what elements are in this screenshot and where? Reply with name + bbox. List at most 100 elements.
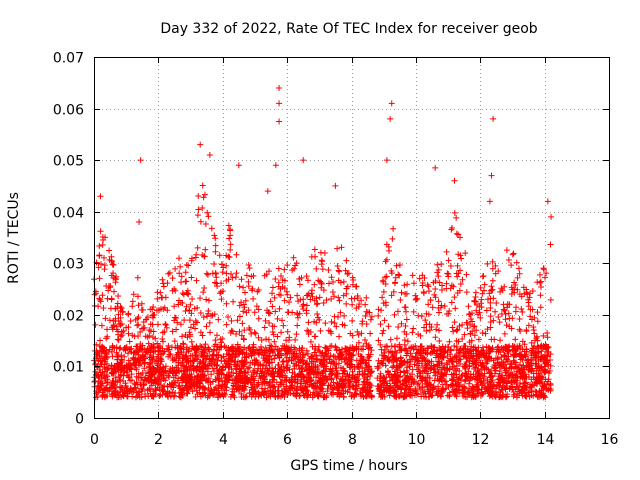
data-point bbox=[449, 376, 456, 383]
data-point bbox=[510, 374, 517, 381]
data-point bbox=[522, 373, 529, 380]
data-point bbox=[92, 394, 99, 401]
data-point bbox=[215, 393, 222, 400]
data-point bbox=[185, 262, 192, 269]
data-point bbox=[323, 365, 330, 372]
data-point bbox=[275, 265, 282, 272]
data-point bbox=[310, 389, 317, 396]
data-point bbox=[99, 292, 106, 299]
data-point bbox=[395, 323, 402, 330]
data-point bbox=[103, 283, 110, 290]
data-point bbox=[376, 388, 383, 395]
data-point bbox=[492, 308, 499, 315]
data-point bbox=[503, 322, 510, 329]
data-point bbox=[96, 295, 103, 302]
data-point bbox=[295, 358, 302, 365]
data-point bbox=[114, 363, 121, 370]
data-point bbox=[483, 343, 490, 350]
data-point bbox=[266, 346, 273, 353]
data-point bbox=[296, 276, 303, 283]
data-point bbox=[160, 349, 167, 356]
data-point bbox=[502, 377, 509, 384]
data-point bbox=[542, 274, 549, 281]
data-point bbox=[504, 344, 511, 351]
data-point bbox=[280, 357, 287, 364]
data-point bbox=[425, 301, 432, 308]
data-point bbox=[95, 264, 102, 271]
data-point bbox=[229, 328, 236, 335]
data-point bbox=[518, 365, 525, 372]
data-point bbox=[166, 269, 173, 276]
data-point bbox=[336, 297, 343, 304]
data-point bbox=[483, 365, 490, 372]
data-point bbox=[542, 385, 549, 392]
data-point bbox=[489, 277, 496, 284]
data-point bbox=[132, 316, 139, 323]
data-point bbox=[519, 309, 526, 316]
data-point bbox=[453, 337, 460, 344]
data-point bbox=[202, 361, 209, 368]
data-point bbox=[117, 344, 124, 351]
data-point bbox=[340, 393, 347, 400]
data-point bbox=[231, 388, 238, 395]
data-point bbox=[284, 262, 291, 269]
data-point bbox=[97, 193, 104, 200]
data-point bbox=[481, 281, 488, 288]
data-point bbox=[435, 327, 442, 334]
data-point bbox=[443, 248, 450, 255]
data-point bbox=[240, 346, 247, 353]
data-point bbox=[190, 367, 197, 374]
data-point bbox=[174, 345, 181, 352]
data-point bbox=[224, 374, 231, 381]
data-point bbox=[100, 305, 107, 312]
data-point bbox=[394, 383, 401, 390]
data-point bbox=[149, 357, 156, 364]
data-point bbox=[515, 392, 522, 399]
y-tick-label: 0 bbox=[75, 412, 84, 428]
data-point bbox=[393, 394, 400, 401]
data-point bbox=[430, 279, 437, 286]
data-point bbox=[433, 388, 440, 395]
data-point bbox=[310, 358, 317, 365]
data-point bbox=[279, 317, 286, 324]
data-point bbox=[349, 368, 356, 375]
data-point bbox=[227, 270, 234, 277]
data-point bbox=[389, 376, 396, 383]
data-point bbox=[248, 273, 255, 280]
data-point bbox=[111, 288, 118, 295]
data-point bbox=[488, 287, 495, 294]
data-point bbox=[463, 271, 470, 278]
data-point bbox=[97, 228, 104, 235]
data-point bbox=[133, 373, 140, 380]
grid-lines bbox=[94, 57, 609, 418]
data-point bbox=[398, 289, 405, 296]
data-point bbox=[320, 380, 327, 387]
data-point bbox=[475, 336, 482, 343]
data-point bbox=[547, 296, 554, 303]
data-point bbox=[333, 374, 340, 381]
data-point bbox=[331, 293, 338, 300]
data-point bbox=[286, 366, 293, 373]
data-point bbox=[451, 209, 458, 216]
data-point bbox=[173, 326, 180, 333]
data-point bbox=[453, 214, 460, 221]
data-point bbox=[195, 206, 202, 213]
data-point bbox=[516, 384, 523, 391]
data-point bbox=[135, 314, 142, 321]
data-point bbox=[146, 385, 153, 392]
data-point bbox=[285, 348, 292, 355]
data-point bbox=[146, 370, 153, 377]
data-point bbox=[203, 352, 210, 359]
data-point bbox=[523, 328, 530, 335]
data-point bbox=[213, 351, 220, 358]
data-point bbox=[437, 376, 444, 383]
data-point bbox=[299, 351, 306, 358]
data-point bbox=[533, 353, 540, 360]
data-point bbox=[528, 339, 535, 346]
data-point bbox=[177, 321, 184, 328]
data-point bbox=[509, 251, 516, 258]
data-point bbox=[392, 348, 399, 355]
data-point bbox=[236, 328, 243, 335]
data-point bbox=[296, 281, 303, 288]
data-point bbox=[112, 378, 119, 385]
